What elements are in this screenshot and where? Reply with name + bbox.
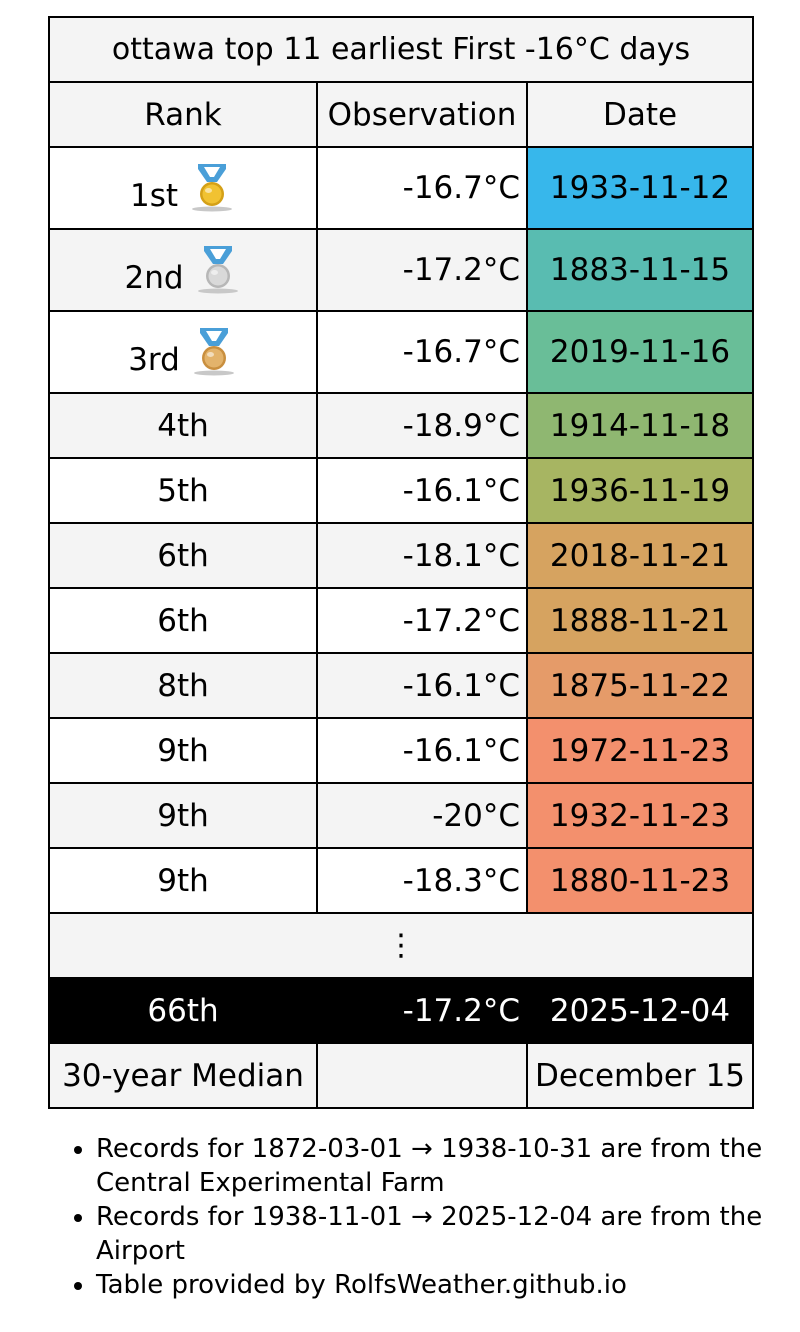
silver-medal-icon xyxy=(194,244,242,296)
header-rank: Rank xyxy=(48,81,318,148)
current-year-row: 66th -17.2°C 2025-12-04 xyxy=(48,977,755,1044)
table-row: 9th -16.1°C 1972-11-23 xyxy=(48,717,755,784)
median-observation xyxy=(316,1042,528,1109)
table-row: 8th -16.1°C 1875-11-22 xyxy=(48,652,755,719)
observation-cell: -20°C xyxy=(316,782,528,849)
rank-cell: 3rd xyxy=(48,310,318,394)
date-cell: 2025-12-04 xyxy=(525,977,755,1044)
note-item: Records for 1938-11-01 → 2025-12-04 are … xyxy=(96,1200,800,1268)
table-row: 6th -18.1°C 2018-11-21 xyxy=(48,522,755,589)
rank-cell: 5th xyxy=(48,457,318,524)
rank-cell: 9th xyxy=(48,847,318,914)
rank-wrap: 1st xyxy=(130,162,236,214)
header-observation: Observation xyxy=(316,81,528,148)
median-label: 30-year Median xyxy=(48,1042,318,1109)
median-date: December 15 xyxy=(525,1042,755,1109)
header-date: Date xyxy=(525,81,755,148)
table-title: ottawa top 11 earliest First -16°C days xyxy=(47,16,755,83)
date-cell: 2018-11-21 xyxy=(525,522,755,589)
rank-label: 1st xyxy=(129,178,179,214)
table-row: 4th -18.9°C 1914-11-18 xyxy=(48,392,755,459)
records-table: ottawa top 11 earliest First -16°C days … xyxy=(47,16,755,1109)
date-cell: 1936-11-19 xyxy=(525,457,755,524)
ellipsis: ⋮ xyxy=(47,912,755,979)
observation-cell: -18.9°C xyxy=(316,392,528,459)
rank-label: 3rd xyxy=(128,342,180,378)
table-row: 6th -17.2°C 1888-11-21 xyxy=(48,587,755,654)
date-cell: 1883-11-15 xyxy=(525,228,755,312)
date-cell: 1972-11-23 xyxy=(525,717,755,784)
rank-cell: 2nd xyxy=(48,228,318,312)
table-row: 1st -16.7°C 1933-11-12 xyxy=(48,146,755,230)
rank-wrap: 3rd xyxy=(128,326,238,378)
bronze-medal-icon xyxy=(190,326,238,378)
median-row: 30-year Median December 15 xyxy=(48,1042,755,1109)
title-row: ottawa top 11 earliest First -16°C days xyxy=(47,16,755,83)
table-row: 3rd -16.7°C 2019-11-16 xyxy=(48,310,755,394)
observation-cell: -16.1°C xyxy=(316,717,528,784)
note-item: Table provided by RolfsWeather.github.io xyxy=(96,1268,800,1302)
rank-cell: 4th xyxy=(48,392,318,459)
rank-cell: 6th xyxy=(48,522,318,589)
rank-cell: 9th xyxy=(48,717,318,784)
observation-cell: -17.2°C xyxy=(316,228,528,312)
observation-cell: -18.1°C xyxy=(316,522,528,589)
observation-cell: -17.2°C xyxy=(316,587,528,654)
date-cell: 1932-11-23 xyxy=(525,782,755,849)
date-cell: 1875-11-22 xyxy=(525,652,755,719)
table-row: 9th -18.3°C 1880-11-23 xyxy=(48,847,755,914)
observation-cell: -16.1°C xyxy=(316,457,528,524)
note-item: Records for 1872-03-01 → 1938-10-31 are … xyxy=(96,1132,800,1200)
observation-cell: -16.7°C xyxy=(316,146,528,230)
date-cell: 1880-11-23 xyxy=(525,847,755,914)
date-cell: 1888-11-21 xyxy=(525,587,755,654)
table-row: 9th -20°C 1932-11-23 xyxy=(48,782,755,849)
rank-cell: 66th xyxy=(48,977,318,1044)
header-row: Rank Observation Date xyxy=(48,81,755,148)
observation-cell: -16.1°C xyxy=(316,652,528,719)
rank-label: 2nd xyxy=(124,260,184,296)
ellipsis-row: ⋮ xyxy=(47,912,755,979)
rank-cell: 9th xyxy=(48,782,318,849)
observation-cell: -18.3°C xyxy=(316,847,528,914)
date-cell: 2019-11-16 xyxy=(525,310,755,394)
rank-cell: 8th xyxy=(48,652,318,719)
rank-wrap: 2nd xyxy=(124,244,241,296)
date-cell: 1933-11-12 xyxy=(525,146,755,230)
observation-cell: -17.2°C xyxy=(316,977,528,1044)
observation-cell: -16.7°C xyxy=(316,310,528,394)
rank-cell: 6th xyxy=(48,587,318,654)
rank-cell: 1st xyxy=(48,146,318,230)
table-row: 2nd -17.2°C 1883-11-15 xyxy=(48,228,755,312)
notes-list: Records for 1872-03-01 → 1938-10-31 are … xyxy=(48,1132,800,1302)
table-row: 5th -16.1°C 1936-11-19 xyxy=(48,457,755,524)
date-cell: 1914-11-18 xyxy=(525,392,755,459)
gold-medal-icon xyxy=(188,162,236,214)
